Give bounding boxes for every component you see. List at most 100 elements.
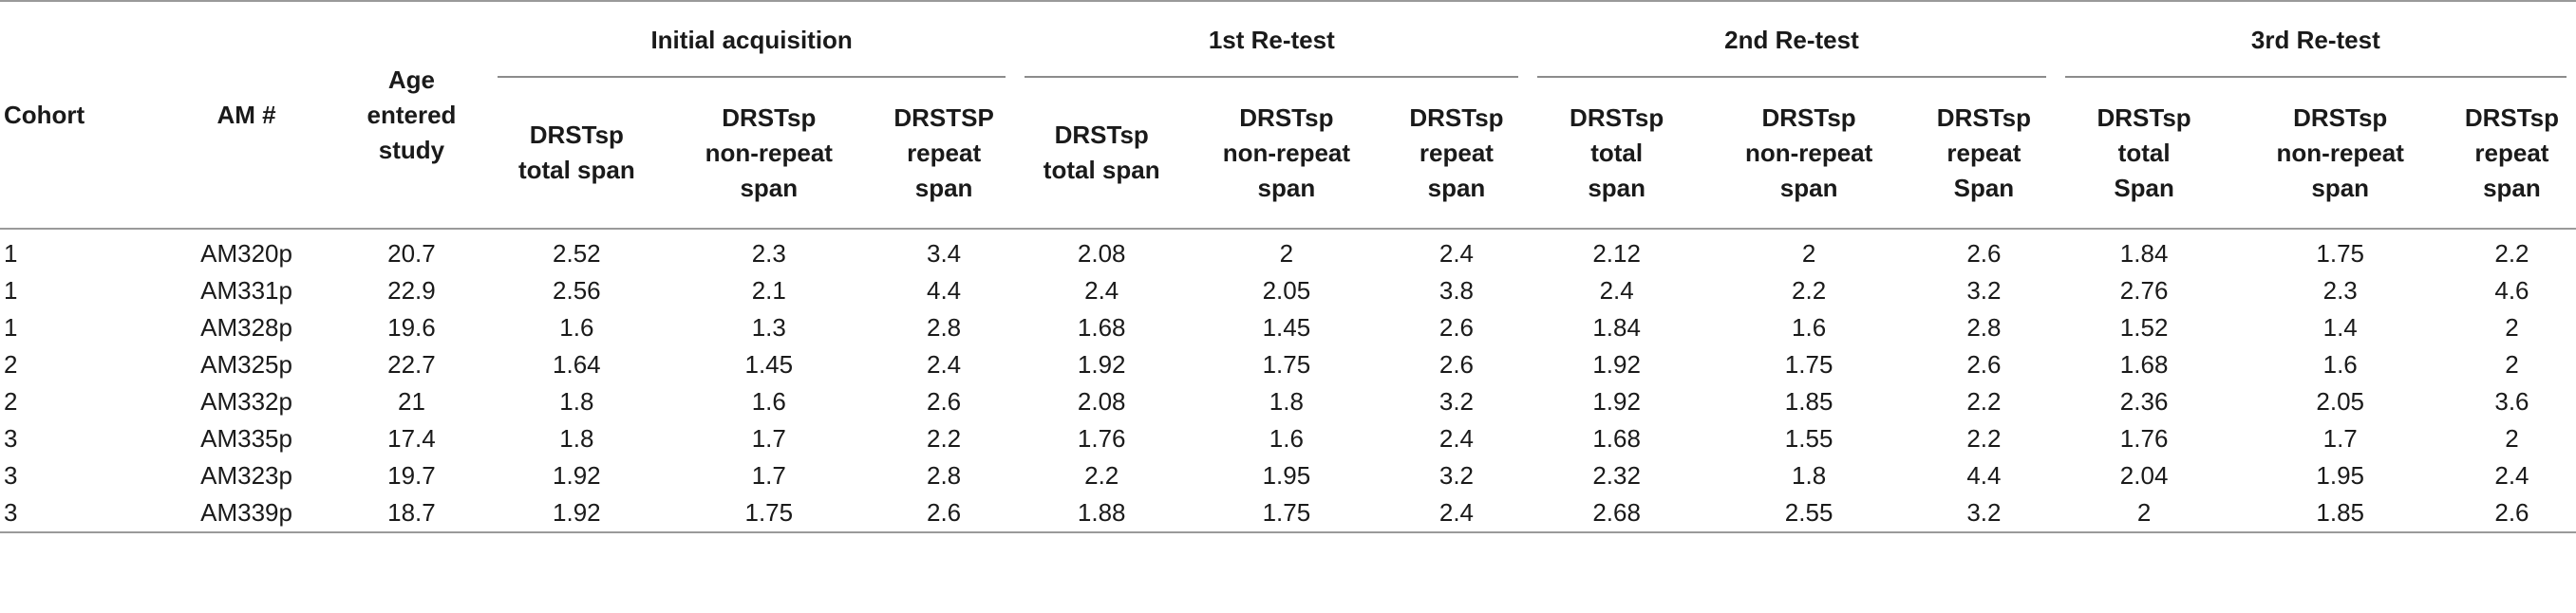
table-cell: 2.6: [1966, 350, 2002, 379]
table-cell: 2.32: [1592, 461, 1641, 490]
table-cell: 19.7: [387, 461, 436, 490]
table-cell: 2.04: [2119, 461, 2169, 490]
sub-header-9: DRSTsp total Span: [2055, 78, 2233, 230]
table-row: 2 AM325p 22.7 1.64 1.45 2.4 1.92 1.75 2.6 1.92 1.7…: [0, 346, 2576, 383]
table-cell: 3.4: [927, 239, 962, 268]
table-cell: 2: [2505, 424, 2519, 453]
data-table: Cohort AM # Age entered study Initial ac…: [0, 1, 2576, 533]
table-cell: 1.6: [559, 313, 594, 342]
table-cell: AM332p: [200, 387, 292, 416]
table-row: 1 AM320p 20.7 2.52 2.3 3.4 2.08 2 2.4 2.12 2 2.6 1.8…: [0, 229, 2576, 272]
table-cell: 1.75: [665, 494, 873, 533]
table-cell: 1.8: [559, 387, 594, 416]
table-cell: 1.92: [1077, 350, 1126, 379]
table-cell: 2.4: [2494, 461, 2529, 490]
table-cell: 1.6: [1269, 424, 1304, 453]
table-cell: 2.6: [872, 494, 1016, 533]
table-cell: 1.76: [1077, 424, 1126, 453]
table-cell: 1.6: [751, 387, 786, 416]
sub-header-11: DRSTsp repeat span: [2447, 78, 2576, 230]
table-cell: 2.36: [2119, 387, 2169, 416]
table-cell: 1.7: [751, 461, 786, 490]
table-cell: AM331p: [200, 276, 292, 305]
header-cohort: Cohort: [0, 1, 159, 230]
table-cell: 1.92: [1592, 387, 1641, 416]
sub-header-10: DRSTsp non-repeat span: [2232, 78, 2448, 230]
table-cell: 1.92: [487, 494, 666, 533]
sub-header-7: DRSTsp non-repeat span: [1705, 78, 1913, 230]
table-cell: 1: [4, 276, 18, 305]
table-cell: 1.45: [744, 350, 794, 379]
table-cell: 2.2: [1966, 424, 2002, 453]
table-cell: 2.68: [1528, 494, 1706, 533]
table-cell: 2.8: [927, 461, 962, 490]
sub-header-0: DRSTsp total span: [487, 78, 666, 230]
table-cell: 3.6: [2494, 387, 2529, 416]
group-header-1st-retest: 1st Re-test: [1015, 1, 1528, 78]
sub-header-row: DRSTsp total span DRSTsp non-repeat span DRST…: [0, 78, 2576, 230]
table-cell: 2.76: [2119, 276, 2169, 305]
sub-header-1: DRSTsp non-repeat span: [665, 78, 873, 230]
table-row: 1 AM331p 22.9 2.56 2.1 4.4 2.4 2.05 3.8 2.4 2.2 3.2…: [0, 272, 2576, 309]
table-cell: 2.05: [2316, 387, 2365, 416]
table-cell: 2.4: [1438, 239, 1475, 268]
table-cell: 2.6: [1438, 350, 1475, 379]
table-cell: 2: [2505, 350, 2519, 379]
table-cell: 2.12: [1592, 239, 1641, 268]
table-cell: 1.75: [1188, 494, 1385, 533]
sub-header-5: DRSTsp repeat span: [1384, 78, 1529, 230]
table-cell: AM323p: [200, 461, 292, 490]
table-cell: 3.2: [1966, 276, 2002, 305]
table-cell: 2.52: [553, 239, 601, 268]
table-cell: 1.84: [1592, 313, 1641, 342]
table-cell: 1: [4, 313, 18, 342]
table-cell: 1: [4, 239, 18, 268]
header-age: Age entered study: [334, 1, 488, 230]
sub-header-2: DRSTSP repeat span: [872, 78, 1016, 230]
table-cell: 1.92: [553, 461, 601, 490]
table-cell: 1.68: [1592, 424, 1641, 453]
table-cell: 2.3: [751, 239, 786, 268]
table-cell: 17.4: [387, 424, 436, 453]
table-cell: 1.6: [1792, 313, 1827, 342]
table-cell: 1.75: [1784, 350, 1833, 379]
table-cell: 1.8: [559, 424, 594, 453]
table-cell: 1.68: [2119, 350, 2169, 379]
table-cell: 22.7: [387, 350, 436, 379]
table-cell: 3.2: [1438, 461, 1475, 490]
table-cell: 2.8: [927, 313, 962, 342]
table-cell: 1.4: [2322, 313, 2358, 342]
table-cell: 3: [4, 424, 18, 453]
table-cell: 2.08: [1077, 239, 1126, 268]
table-cell: 4.4: [1966, 461, 2002, 490]
table-cell: 3.8: [1438, 276, 1475, 305]
table-cell: 1.75: [2316, 239, 2365, 268]
table-row: 3 AM335p 17.4 1.8 1.7 2.2 1.76 1.6 2.4 1.68 1.55 2.…: [0, 420, 2576, 457]
table-cell: AM325p: [200, 350, 292, 379]
group-header-3rd-retest: 3rd Re-test: [2056, 1, 2576, 78]
table-row: 3 AM339p 18.7 1.92 1.75 2.6 1.88 1.75 2.4 2.68 2.5…: [0, 494, 2576, 533]
table-row: 2 AM332p 21 1.8 1.6 2.6 2.08 1.8 3.2 1.92 1.85 2.2 2…: [0, 383, 2576, 420]
table-cell: 1.6: [2322, 350, 2358, 379]
table-cell: 1.68: [1077, 313, 1126, 342]
table-cell: AM320p: [200, 239, 292, 268]
table-body: 1 AM320p 20.7 2.52 2.3 3.4 2.08 2 2.4 2.12 2 2.6 1.8…: [0, 229, 2576, 533]
table-cell: 2.4: [1599, 276, 1634, 305]
table-cell: 3.2: [1912, 494, 2056, 533]
group-header-initial-acquisition: Initial acquisition: [488, 1, 1015, 78]
table-cell: 1.95: [2316, 461, 2365, 490]
table-cell: 2.2: [1966, 387, 2002, 416]
table-cell: 2: [1279, 239, 1294, 268]
table-cell: 2.4: [1084, 276, 1119, 305]
table-cell: 1.3: [751, 313, 786, 342]
table-cell: 1.55: [1784, 424, 1833, 453]
table-row: 3 AM323p 19.7 1.92 1.7 2.8 2.2 1.95 3.2 2.32 1.8 4.…: [0, 457, 2576, 494]
table-cell: 2: [2055, 494, 2233, 533]
table-cell: 1.7: [2322, 424, 2358, 453]
table-cell: 3: [0, 494, 159, 533]
table-cell: 2: [4, 387, 18, 416]
table-cell: 2.2: [2494, 239, 2529, 268]
table-cell: AM339p: [158, 494, 335, 533]
table-cell: 1.76: [2119, 424, 2169, 453]
table-row: 1 AM328p 19.6 1.6 1.3 2.8 1.68 1.45 2.6 1.84 1.6 2.…: [0, 309, 2576, 346]
